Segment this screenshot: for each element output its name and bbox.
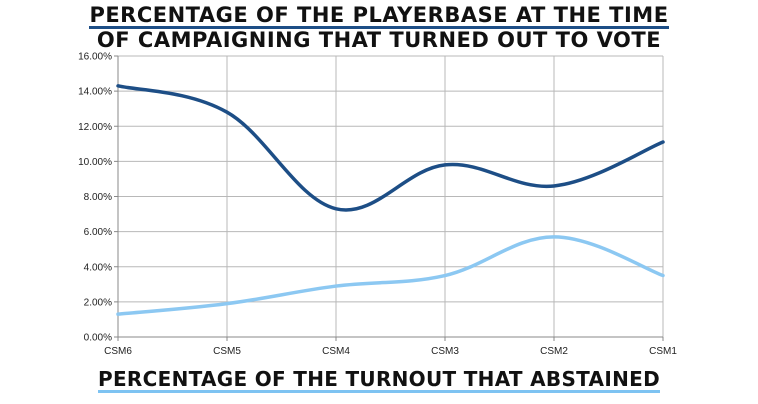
- y-tick-labels: 0.00% 2.00% 4.00% 6.00% 8.00% 10.00% 12.00% 14.…: [78, 52, 112, 344]
- series-line-abstained: [116, 235, 665, 316]
- x-tick-label: CSM6: [104, 346, 132, 357]
- gridlines: [118, 55, 664, 337]
- axes: [114, 55, 664, 341]
- title-line-1: Percentage of the playerbase at the time: [89, 3, 669, 29]
- x-tick-label: CSM2: [540, 346, 568, 357]
- x-tick-labels: CSM6 CSM5 CSM4 CSM3 CSM2 CSM1: [104, 346, 677, 357]
- title-line-2: of campaigning that turned out to vote: [96, 28, 662, 52]
- series-lines: [116, 84, 665, 316]
- chart-title: Percentage of the playerbase at the time…: [0, 4, 758, 51]
- y-tick-label: 0.00%: [84, 333, 112, 344]
- y-tick-label: 4.00%: [84, 262, 112, 273]
- y-tick-label: 12.00%: [78, 122, 112, 133]
- y-tick-label: 8.00%: [84, 192, 112, 203]
- x-tick-label: CSM4: [322, 346, 350, 357]
- series-line-turnout: [116, 84, 665, 212]
- x-tick-label: CSM3: [431, 346, 459, 357]
- y-tick-label: 2.00%: [84, 297, 112, 308]
- x-tick-label: CSM5: [213, 346, 241, 357]
- y-tick-label: 14.00%: [78, 87, 112, 98]
- y-tick-label: 10.00%: [78, 157, 112, 168]
- x-tick-label: CSM1: [649, 346, 677, 357]
- abstained-series-title: Percentage of the turnout that abstained: [98, 367, 660, 393]
- y-tick-label: 6.00%: [84, 227, 112, 238]
- y-tick-label: 16.00%: [78, 52, 112, 63]
- bottom-title: Percentage of the turnout that abstained: [0, 368, 758, 393]
